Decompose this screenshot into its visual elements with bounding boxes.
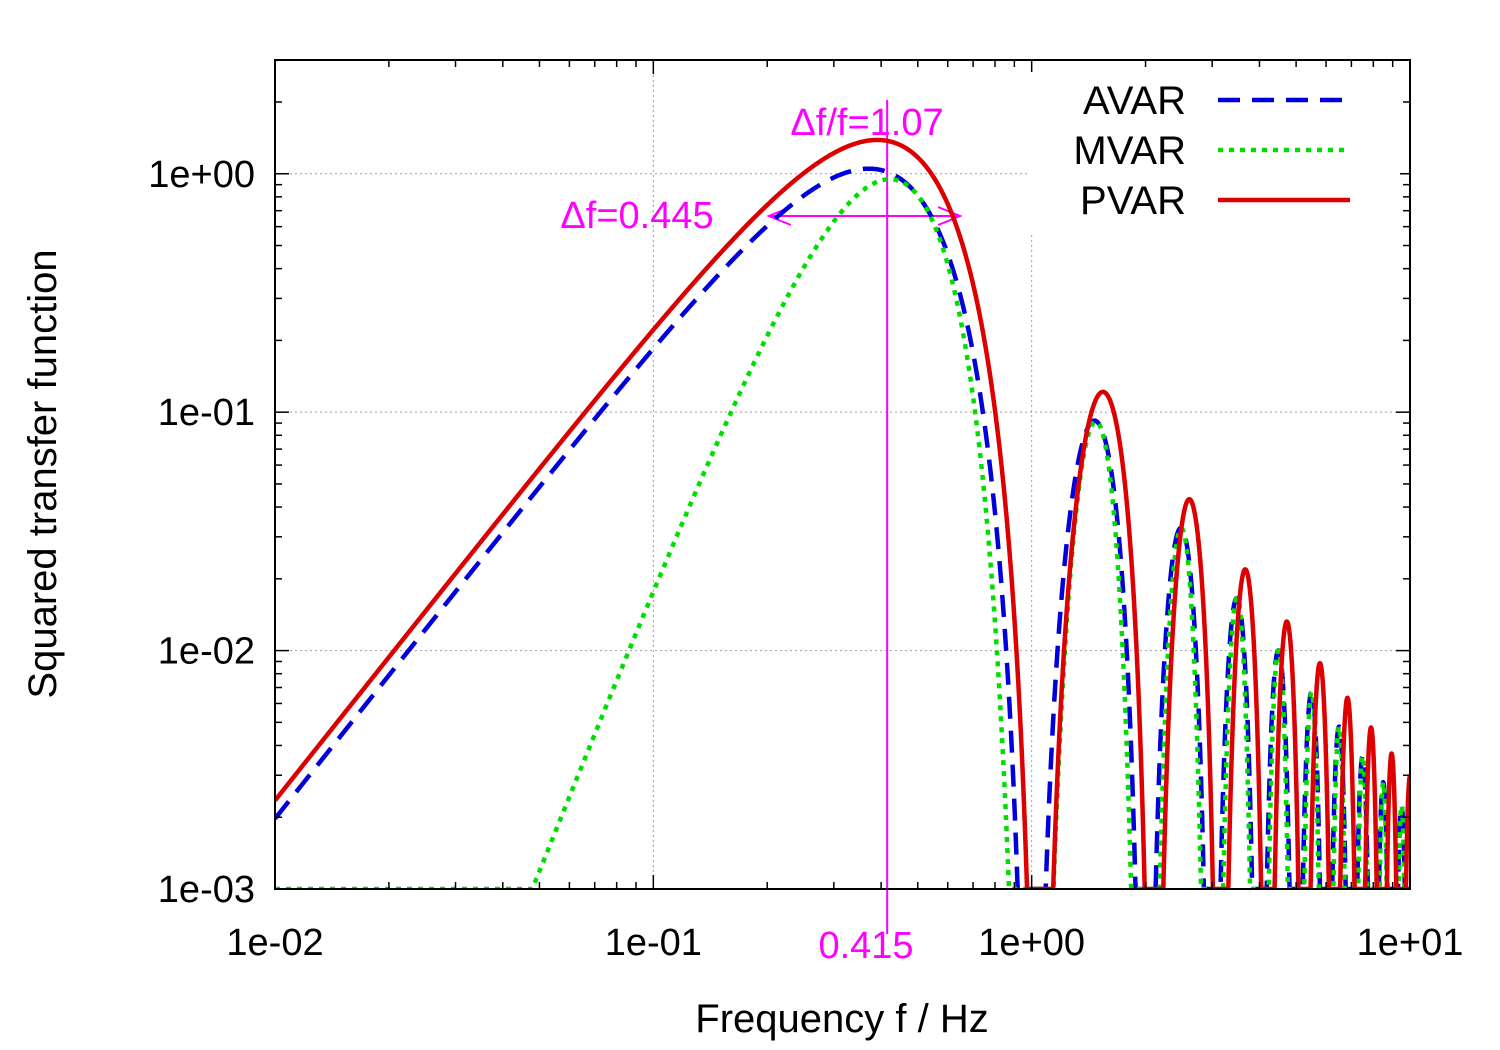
- series-line-avar: [275, 166, 1410, 889]
- y-axis-title: Squared transfer function: [21, 249, 65, 698]
- series-line-mvar: [275, 176, 1410, 889]
- y-tick-label: 1e-03: [158, 869, 255, 911]
- x-tick-label: 1e-01: [605, 922, 702, 964]
- legend: AVAR MVAR PVAR: [1030, 72, 1400, 232]
- arrow-head-right: [937, 206, 963, 226]
- y-tick-label: 1e-01: [158, 392, 255, 434]
- series: [275, 137, 1410, 889]
- center-frequency-label: 0.415: [818, 925, 913, 967]
- plot-frame: [274, 59, 1411, 890]
- legend-label-pvar: PVAR: [1080, 179, 1186, 223]
- y-tick-label: 1e+00: [148, 154, 255, 196]
- relative-bandwidth-label: Δf/f=1.07: [790, 102, 943, 144]
- legend-label-avar: AVAR: [1083, 79, 1186, 123]
- y-tick-label: 1e-02: [158, 631, 255, 673]
- x-tick-label: 1e+00: [978, 922, 1085, 964]
- axis-ticks: [274, 59, 1411, 890]
- x-tick-label: 1e-02: [226, 922, 323, 964]
- x-tick-label: 1e+01: [1357, 922, 1464, 964]
- tick-labels: 1e-02 1e-01 1e+00 1e+01 1e-03 1e-02 1e-01 1e+00: [148, 154, 1463, 964]
- annotation-lines: [766, 100, 963, 934]
- series-line-pvar: [275, 137, 1410, 889]
- annotations: Δf/f=1.07 Δf=0.445 0.415: [560, 102, 943, 967]
- legend-label-mvar: MVAR: [1073, 129, 1186, 173]
- x-axis-title: Frequency f / Hz: [695, 997, 988, 1041]
- bandwidth-label: Δf=0.445: [560, 195, 713, 237]
